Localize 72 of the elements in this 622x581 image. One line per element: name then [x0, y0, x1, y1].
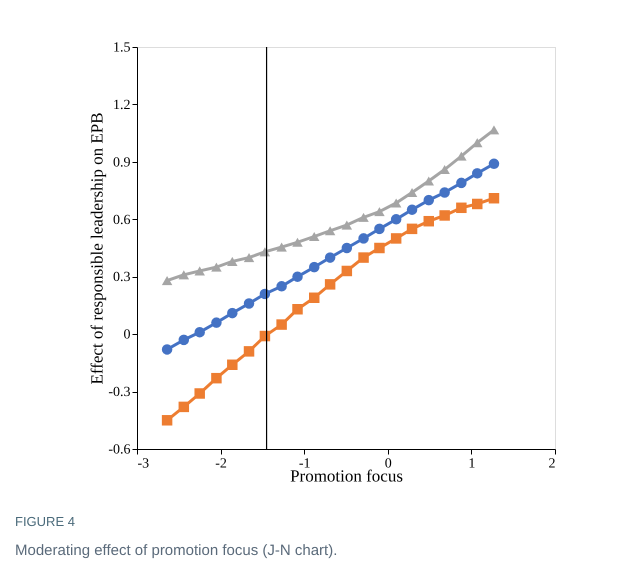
point — [178, 334, 190, 346]
point — [194, 266, 205, 276]
y-tick-label: -0.6 — [108, 442, 130, 458]
point — [488, 158, 500, 170]
point — [488, 192, 500, 204]
point — [194, 388, 205, 399]
point — [424, 176, 434, 186]
point — [211, 262, 222, 272]
point — [211, 317, 222, 328]
point — [308, 232, 320, 242]
point — [374, 224, 385, 234]
point — [276, 281, 287, 292]
point — [194, 326, 205, 338]
point — [342, 242, 352, 254]
point — [439, 187, 450, 198]
x-tick-label: 1 — [468, 456, 476, 472]
point — [178, 402, 190, 412]
point — [276, 242, 287, 252]
point — [178, 270, 190, 280]
caption: FIGURE 4 — [15, 514, 75, 529]
point — [308, 292, 320, 304]
point — [244, 298, 254, 309]
point — [358, 252, 369, 263]
point — [244, 253, 254, 262]
y-tick-label: 0 — [124, 328, 130, 343]
point — [292, 304, 303, 314]
point — [162, 415, 172, 426]
point — [324, 226, 336, 236]
y-axis-title: Effect of responsible leadership on EPB — [87, 112, 106, 385]
y-tick-label: 0.3 — [113, 270, 130, 286]
point — [456, 202, 467, 214]
point — [292, 271, 303, 282]
point — [260, 330, 270, 342]
point — [390, 214, 402, 225]
point — [472, 168, 482, 179]
y-tick-label: -0.3 — [108, 385, 130, 400]
point — [424, 194, 434, 206]
point — [342, 266, 352, 276]
point — [162, 344, 172, 355]
point — [390, 198, 402, 208]
point — [456, 178, 467, 188]
point — [390, 233, 402, 244]
point — [472, 198, 482, 210]
y-tick-label: 1.2 — [113, 98, 130, 113]
point — [211, 372, 222, 384]
point — [324, 252, 336, 263]
point — [342, 220, 352, 230]
point — [406, 204, 418, 215]
point — [406, 224, 418, 234]
point — [244, 346, 254, 357]
text: Moderating effect of promotion focus (J-N chart). — [15, 542, 338, 559]
point — [439, 210, 450, 221]
x-tick-label: -2 — [215, 456, 227, 472]
y-tick-label: 1.5 — [113, 40, 130, 56]
point — [276, 319, 287, 330]
point — [358, 233, 369, 244]
point — [358, 212, 369, 222]
point — [406, 188, 418, 198]
point — [227, 360, 238, 370]
point — [308, 262, 320, 272]
point — [424, 216, 434, 226]
point — [324, 279, 336, 290]
point — [227, 308, 238, 318]
point — [374, 242, 385, 254]
x-tick-label: -3 — [138, 456, 150, 472]
point — [374, 207, 385, 216]
y-tick-label: 0.9 — [113, 155, 130, 170]
point — [227, 256, 238, 266]
point — [292, 238, 303, 247]
x-tick-label: 2 — [548, 456, 556, 472]
point — [162, 276, 172, 286]
y-tick-label: 0.6 — [113, 212, 130, 228]
